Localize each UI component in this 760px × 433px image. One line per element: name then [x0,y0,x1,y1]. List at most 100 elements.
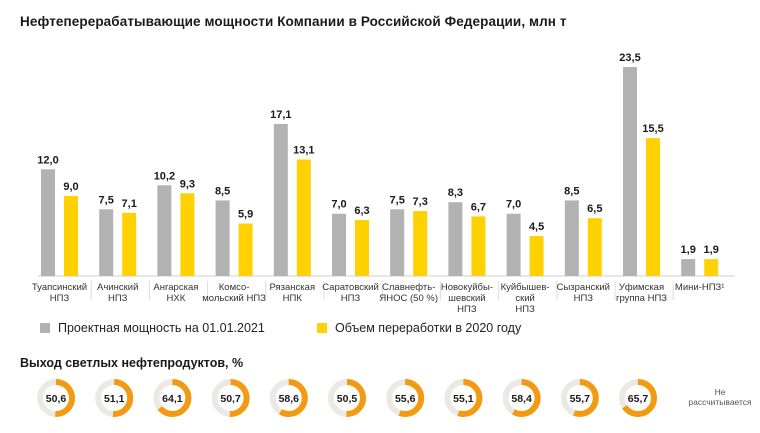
donut-track [153,379,192,417]
bar-processing-6 [413,211,428,276]
category-label-3: Комсо-мольский НПЗ [202,282,266,304]
donut-arc [269,379,308,417]
donut-value: 65,7 [628,393,649,405]
donut-arc [37,379,75,417]
donut-arc [211,379,250,417]
donut-track [211,379,250,417]
bar-capacity-10 [623,67,637,276]
bar-capacity-8 [506,213,521,276]
legend-label-processing: Объем переработки в 2020 году [335,321,522,335]
legend-label-capacity: Проектная мощность на 01.01.2021 [58,321,265,335]
category-label-line: Туапсинский [32,282,87,293]
data-label-capacity-1: 7,5 [99,194,114,206]
data-label-processing-2: 9,3 [180,178,195,190]
donut-track [328,379,366,417]
bar-processing-7 [471,216,486,276]
donut-track [444,379,483,417]
donut-arc [502,379,541,417]
category-label-line: шевский [448,293,485,304]
category-label-line: НПК [283,293,303,304]
data-label-processing-10: 15,5 [642,123,663,135]
donut-6: 55,6 [386,379,425,417]
bar-processing-3 [238,223,253,276]
donut-track [619,379,657,417]
bar-capacity-7 [448,202,463,276]
category-label-line: НПЗ [574,293,594,304]
data-label-capacity-2: 10,2 [154,170,175,182]
donut-track [37,379,75,417]
donut-value: 50,6 [46,393,67,405]
bar-processing-0 [64,195,78,276]
data-label-processing-0: 9,0 [63,181,78,193]
donut-arc [153,379,192,417]
category-label-line: ский [515,293,535,304]
donut-9: 55,7 [560,379,599,417]
data-label-capacity-0: 12,0 [37,154,58,166]
legend-swatch-yellow [317,323,327,333]
category-label-line: НПЗ [457,304,477,315]
donut-3: 50,7 [211,379,250,417]
donut-8: 58,4 [502,379,541,417]
light-products-title: Выход светлых нефтепродуктов, % [20,356,244,370]
bar-capacity-9 [564,200,579,276]
donut-track [560,379,599,417]
category-label-5: Саратовский НПЗ [322,282,379,304]
data-label-capacity-11: 1,9 [681,244,696,256]
category-label-line: НПЗ [50,293,70,304]
data-label-processing-5: 6,3 [354,205,369,217]
category-label-line: НПЗ [341,293,361,304]
category-label-line: Рязанская [270,282,316,293]
bar-processing-8 [529,235,544,276]
bar-capacity-5 [332,213,346,276]
category-label-6: Славнефть-ЯНОС (50 %) [379,282,438,304]
donut-value: 55,7 [570,393,591,405]
bar-processing-4 [296,159,311,276]
data-label-capacity-7: 8,3 [448,187,463,199]
donut-arc [95,379,134,417]
donut-value: 64,1 [162,393,183,405]
bar-capacity-4 [273,123,288,276]
donut-track [95,379,134,417]
data-label-capacity-5: 7,0 [331,199,346,211]
legend-swatch-gray [40,323,50,333]
category-label-4: Рязанская НПК [270,282,316,304]
bar-processing-1 [122,212,137,276]
category-label-11: Мини-НПЗ¹ [675,282,725,293]
data-label-processing-6: 7,3 [413,196,428,208]
category-label-line: Новокуйбы- [441,282,493,293]
bar-processing-2 [180,193,195,276]
donut-1: 51,1 [95,379,134,417]
donut-4: 58,6 [269,379,308,417]
legend-item-processing: Объем переработки в 2020 году [317,321,521,335]
category-label-line: Мини-НПЗ¹ [675,282,725,293]
donut-10: 65,7 [619,379,657,417]
bar-capacity-2 [157,185,172,276]
category-label-line: НХК [167,293,186,304]
data-label-capacity-9: 8,5 [564,185,579,197]
bar-capacity-1 [99,209,114,276]
donut-5: 50,5 [328,379,366,417]
not-calculated-note: Не рассчитывается [680,387,760,407]
category-label-line: группа НПЗ [616,293,667,304]
category-label-line: Комсо- [219,282,250,293]
data-label-capacity-8: 7,0 [506,199,521,211]
category-label-9: Сызранский НПЗ [557,282,610,304]
category-label-line: Ангарская [153,282,198,293]
donut-arc [560,379,599,417]
donut-7: 55,1 [444,379,483,417]
bar-processing-9 [587,218,602,276]
donut-value: 50,7 [220,393,241,405]
category-label-0: Туапсинский НПЗ [32,282,87,304]
data-label-processing-9: 6,5 [587,203,602,215]
bar-processing-11 [704,259,719,276]
category-label-line: НПЗ [108,293,128,304]
data-label-processing-3: 5,9 [238,209,253,221]
donut-value: 51,1 [104,393,125,405]
data-label-processing-4: 13,1 [293,144,314,156]
category-label-7: Новокуйбы-шевский НПЗ [441,282,493,315]
donut-value: 58,4 [511,393,532,405]
category-label-line: Славнефть- [382,282,435,293]
donut-track [386,379,425,417]
data-label-capacity-4: 17,1 [270,109,291,121]
